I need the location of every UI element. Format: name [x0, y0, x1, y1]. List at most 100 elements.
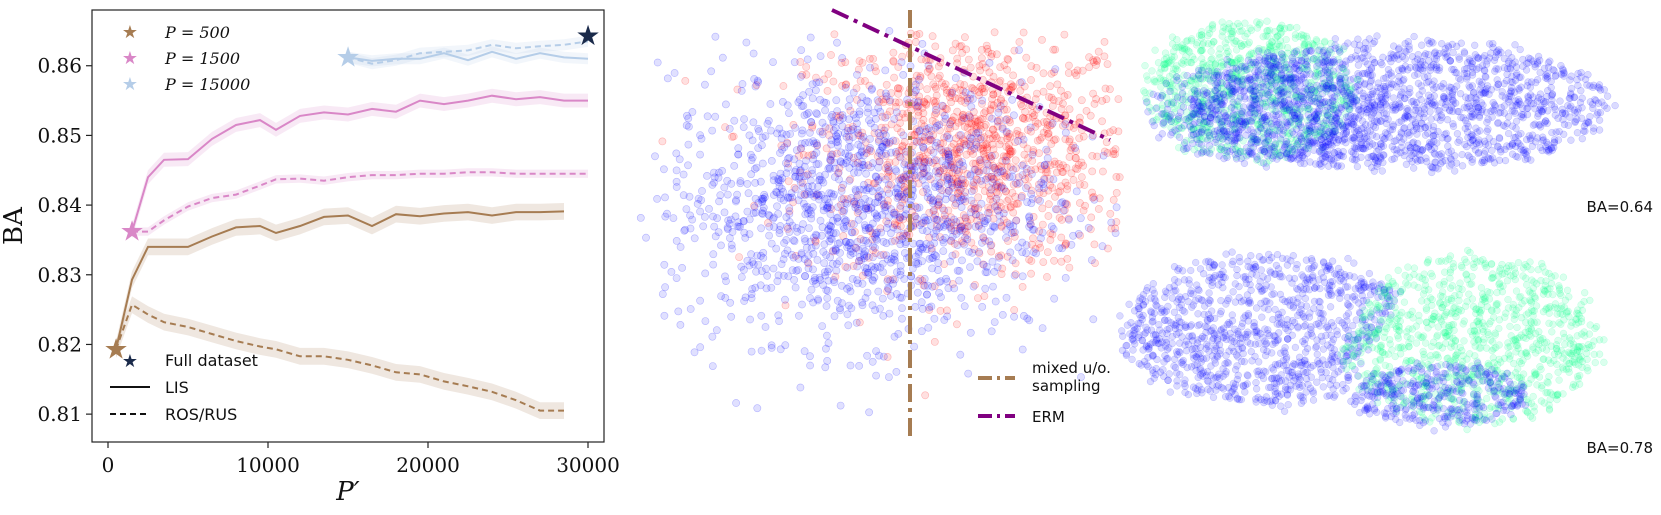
scatter-point: [939, 215, 948, 224]
embedding-point: [1270, 132, 1279, 140]
scatter-point: [986, 241, 995, 250]
scatter-point: [756, 281, 765, 290]
scatter-point: [871, 243, 879, 252]
scatter-point: [798, 179, 807, 187]
scatter-point: [808, 182, 817, 191]
scatter-point: [773, 202, 781, 211]
scatter-point: [918, 304, 927, 313]
scatter-point: [996, 76, 1005, 85]
embedding-point: [1506, 64, 1514, 72]
embedding-point: [1475, 148, 1483, 157]
scatter-point: [966, 142, 975, 150]
embedding-point: [1483, 127, 1491, 135]
scatter-point: [841, 81, 850, 89]
scatter-point: [987, 327, 996, 336]
scatter-point: [785, 204, 794, 213]
embedding-point: [1336, 104, 1344, 112]
embedding-point: [1418, 87, 1426, 95]
star-marker: ★: [103, 332, 128, 365]
scatter-point: [920, 274, 929, 283]
scatter-point: [914, 277, 923, 285]
scatter-point: [987, 152, 996, 160]
scatter-point: [932, 222, 941, 231]
embedding-point: [1208, 20, 1217, 29]
legend-star-icon: ★: [122, 48, 138, 69]
scatter-point: [983, 143, 992, 152]
embedding-point: [1468, 136, 1477, 144]
scatter-point: [862, 236, 870, 245]
embedding-point: [1533, 97, 1542, 105]
legend-label-p500: P = 500: [164, 23, 230, 42]
scatter-point: [1006, 248, 1015, 257]
embedding-point: [1248, 132, 1256, 141]
scatter-point: [958, 256, 966, 265]
scatter-point: [920, 122, 929, 131]
scatter-point: [1098, 242, 1107, 251]
scatter-point: [670, 69, 679, 77]
scatter-point: [696, 150, 704, 159]
scatter-point: [1046, 161, 1055, 169]
scatter-point: [975, 249, 984, 258]
scatter-point: [767, 283, 776, 292]
scatter-point: [1102, 95, 1111, 104]
embedding-point: [1436, 116, 1444, 124]
scatter-point: [767, 126, 775, 135]
scatter-point: [1002, 142, 1011, 151]
scatter-point: [946, 222, 954, 231]
scatter-point: [730, 161, 739, 170]
scatter-point: [1035, 149, 1043, 158]
scatter-point: [660, 165, 668, 174]
scatter-point: [938, 101, 947, 110]
scatter-point: [757, 224, 765, 233]
scatter-point: [1111, 150, 1119, 158]
scatter-point: [1057, 233, 1066, 242]
embedding-point: [1595, 126, 1604, 134]
embedding-point: [1385, 54, 1393, 63]
embedding-point: [1493, 47, 1501, 55]
scatter-point: [889, 223, 898, 232]
scatter-point: [912, 86, 920, 95]
scatter-point: [774, 175, 782, 183]
embedding-point: [1234, 66, 1243, 74]
scatter-point: [948, 88, 957, 97]
scatter-point: [845, 95, 854, 104]
scatter-point: [998, 310, 1007, 319]
embedding-point: [1333, 163, 1341, 171]
scatter-point: [1069, 176, 1078, 184]
scatter-point: [1010, 271, 1019, 280]
scatter-point: [810, 192, 819, 201]
scatter-point: [864, 104, 873, 113]
scatter-point: [917, 298, 926, 307]
scatter-point: [995, 211, 1004, 220]
scatter-point: [811, 241, 820, 250]
embedding-point: [1442, 53, 1450, 61]
embedding-point: [1552, 128, 1560, 136]
embedding-point: [1577, 73, 1585, 81]
scatter-point: [766, 100, 775, 108]
x-tick-label: 30000: [556, 453, 620, 477]
scatter-point: [1037, 234, 1045, 243]
scatter-point: [686, 305, 695, 313]
scatter-point: [990, 28, 999, 37]
scatter-point: [879, 129, 888, 138]
scatter-point: [1065, 135, 1074, 144]
scatter-point: [1059, 168, 1067, 176]
scatter-point: [696, 207, 704, 216]
scatter-point: [824, 276, 833, 285]
embedding-point: [1453, 130, 1462, 138]
scatter-point: [839, 207, 848, 216]
scatter-point: [928, 264, 936, 273]
scatter-point: [894, 84, 903, 92]
embedding-point: [1245, 38, 1253, 46]
scatter-point: [887, 237, 896, 246]
scatter-point: [1049, 225, 1058, 233]
scatter-point: [898, 234, 907, 243]
scatter-point: [1006, 202, 1015, 211]
scatter-point: [890, 220, 899, 229]
scatter-point: [936, 166, 945, 175]
scatter-point: [853, 70, 861, 79]
scatter-point: [964, 55, 973, 64]
scatter-point: [784, 177, 793, 186]
scatter-point: [996, 218, 1004, 227]
scatter-point: [858, 301, 867, 310]
